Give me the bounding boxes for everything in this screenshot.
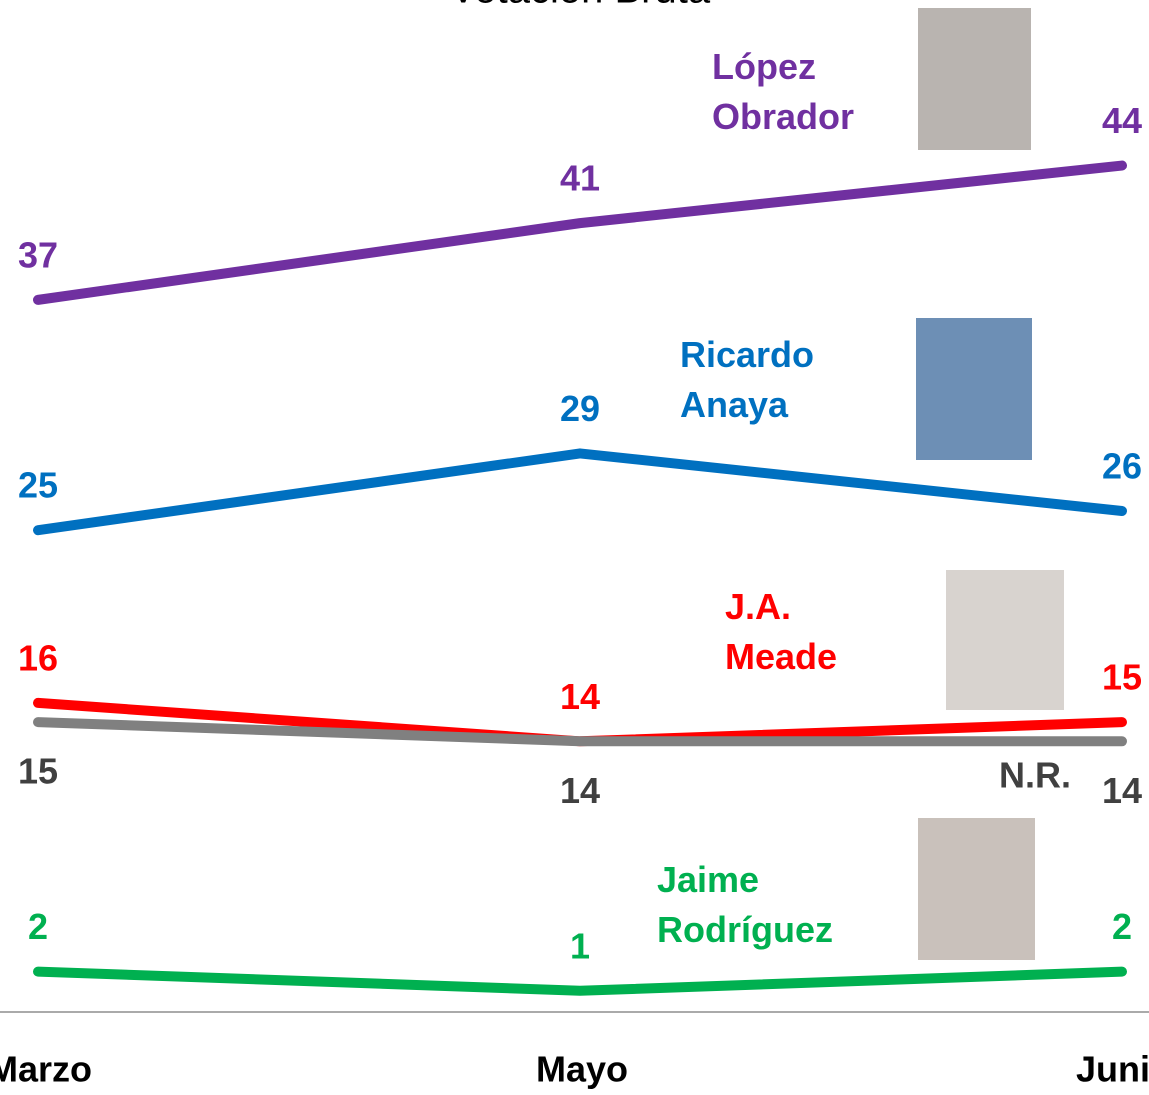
photo — [916, 318, 1032, 460]
series-name: J.A. Meade — [725, 582, 865, 682]
data-label: 14 — [1102, 770, 1142, 811]
x-tick-label: Junio — [1076, 1049, 1149, 1090]
data-label: 26 — [1102, 446, 1142, 487]
data-label: 37 — [18, 234, 58, 275]
series-line — [38, 453, 1122, 530]
data-label: 2 — [1112, 906, 1132, 947]
series-line — [38, 972, 1122, 991]
series-name: Ricardo Anaya — [680, 330, 850, 430]
chart: Votación Bruta 37 41 44 25 29 26 16 14 15 15 14 14 N… — [0, 0, 1149, 1095]
data-label: 15 — [18, 751, 58, 792]
photo — [918, 818, 1035, 960]
series-name: López Obrador — [712, 42, 892, 142]
x-tick-label: Mayo — [536, 1049, 628, 1090]
photo — [918, 8, 1031, 150]
data-label: 15 — [1102, 657, 1142, 698]
series-name: Jaime Rodríguez — [657, 855, 887, 955]
chart-svg: Votación Bruta 37 41 44 25 29 26 16 14 15 15 14 14 N… — [0, 0, 1149, 1095]
chart-title: Votación Bruta — [450, 0, 711, 12]
data-label: 44 — [1102, 100, 1142, 141]
data-label: 1 — [570, 925, 590, 966]
series-name: N.R. — [999, 755, 1071, 796]
data-label: 41 — [560, 158, 600, 199]
data-label: 14 — [560, 770, 600, 811]
data-label: 2 — [28, 906, 48, 947]
data-label: 14 — [560, 676, 600, 717]
x-tick-label: Marzo — [0, 1049, 92, 1090]
photo — [946, 570, 1064, 710]
data-label: 29 — [560, 388, 600, 429]
data-label: 16 — [18, 637, 58, 678]
data-label: 25 — [18, 465, 58, 506]
